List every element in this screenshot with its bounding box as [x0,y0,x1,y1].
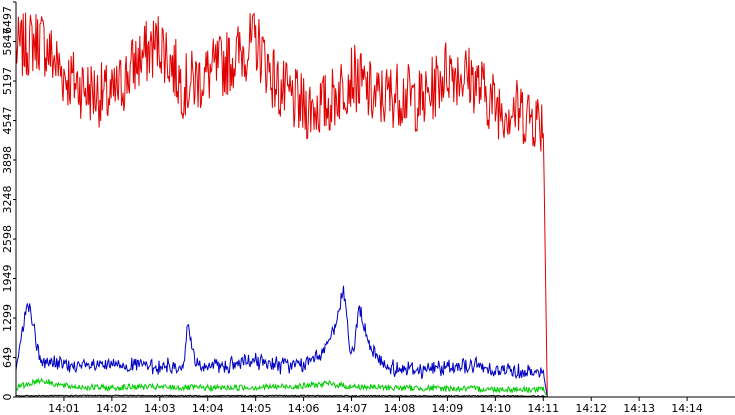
x-tick-label: 14:06 [288,402,320,415]
x-tick-label: 14:01 [48,402,80,415]
y-tick-label: 0 [1,394,14,401]
plot-area [15,12,735,398]
x-tick-label: 14:11 [527,402,559,415]
y-tick-label: 5197 [1,67,14,95]
x-tick-label: 14:10 [479,402,511,415]
y-tick-label: 1949 [1,265,14,293]
y-tick-label: 6497 [1,6,14,34]
x-tick-label: 14:04 [192,402,224,415]
x-axis: 14:01 14:02 14:03 14:04 14:05 14:06 14:07 14:08… [16,396,735,415]
x-tick-label: 14:02 [96,402,128,415]
x-tick-label: 14:07 [336,402,368,415]
y-tick-label: 2598 [1,225,14,253]
x-tick-label: 14:05 [240,402,272,415]
y-tick-label: 5847 [1,28,14,56]
x-tick-label: 14:03 [144,402,176,415]
series-line-2 [15,285,548,398]
y-tick-label: 1299 [1,304,14,332]
series-line-3 [15,377,548,398]
y-tick-label: 649 [1,347,14,368]
x-tick-label: 14:13 [623,402,655,415]
y-tick-label: 3898 [1,146,14,174]
series-line-1 [15,12,548,398]
x-tick-label: 14:12 [575,402,607,415]
y-tick-label: 4547 [1,107,14,135]
x-tick-label: 14:08 [384,402,416,415]
x-tick-label: 14:09 [432,402,464,415]
y-tick-label: 3248 [1,186,14,214]
x-tick-label: 14:14 [671,402,703,415]
